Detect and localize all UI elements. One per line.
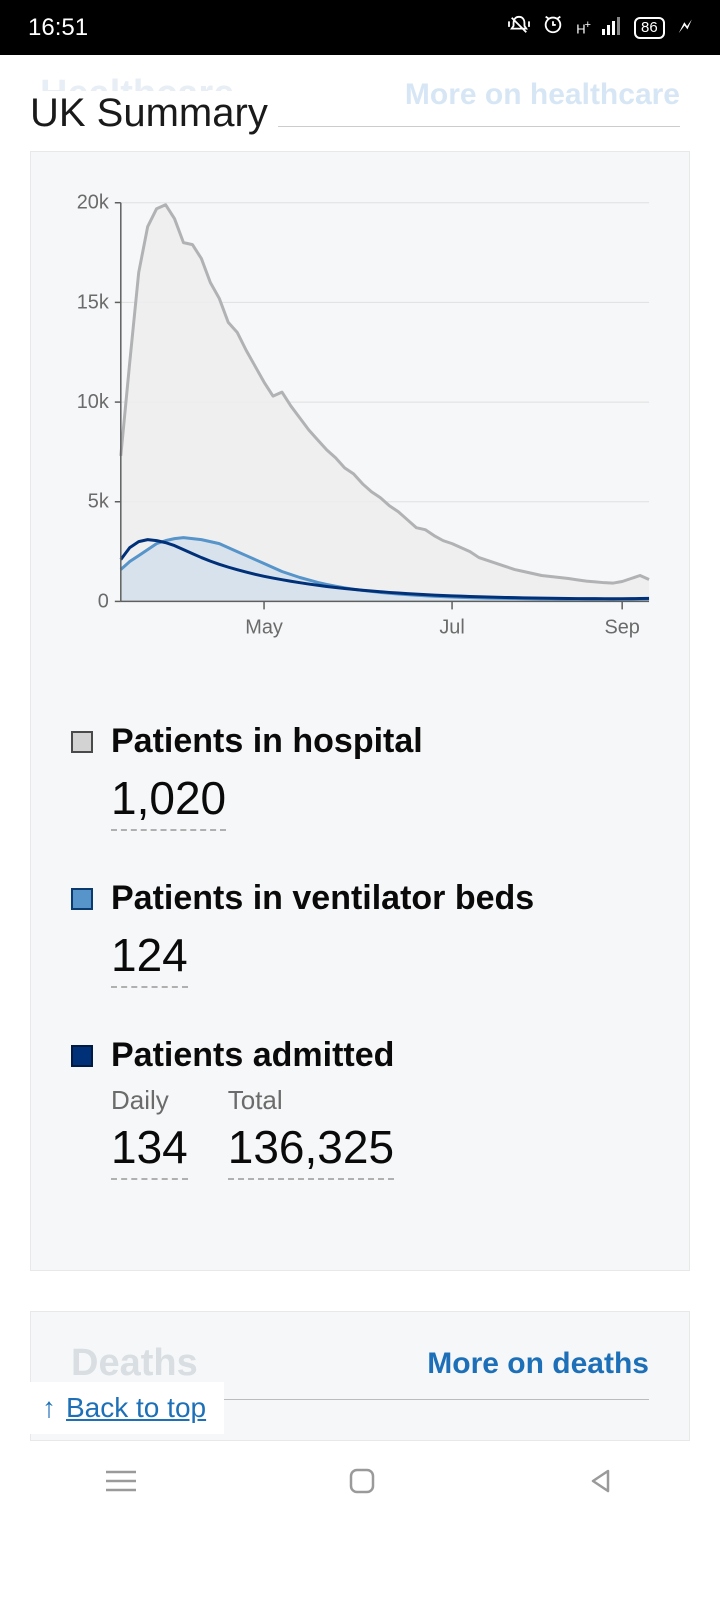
legend-swatch: [71, 731, 93, 753]
metric-label: Patients in ventilator beds: [111, 879, 534, 918]
alarm-icon: [542, 13, 564, 42]
svg-text:15k: 15k: [77, 291, 109, 313]
android-nav-bar: [0, 1444, 720, 1522]
metric-value: 1,020: [111, 771, 226, 831]
page-title: UK Summary: [30, 91, 278, 136]
metric-block: Patients admitted Daily 134 Total 136,325: [71, 1036, 659, 1180]
metrics-list: Patients in hospital 1,020 Patients in ven…: [31, 682, 689, 1248]
battery-indicator: 86: [634, 17, 665, 39]
metric-block: Patients in ventilator beds 124: [71, 879, 659, 988]
status-bar: 16:51 H+ 86 🗲: [0, 0, 720, 55]
legend-swatch: [71, 888, 93, 910]
svg-text:5k: 5k: [88, 491, 109, 513]
status-time: 16:51: [28, 14, 88, 42]
metric-value: 134: [111, 1120, 188, 1180]
svg-text:Sep: Sep: [604, 616, 639, 638]
chart-container: 0 5k 10k 15k 20k May Jul Sep: [31, 152, 689, 682]
svg-text:0: 0: [98, 590, 109, 612]
status-icons: H+ 86 🗲: [508, 13, 692, 42]
metric-value: 124: [111, 928, 188, 988]
metric-sublabel: Daily: [111, 1085, 188, 1116]
back-to-top-button[interactable]: ↑ Back to top: [30, 1382, 224, 1434]
signal-icon: [602, 14, 622, 42]
metric-block: Patients in hospital 1,020: [71, 722, 659, 831]
vibrate-icon: [508, 14, 530, 42]
arrow-up-icon: ↑: [42, 1392, 56, 1424]
metric-label: Patients in hospital: [111, 722, 423, 761]
healthcare-chart: 0 5k 10k 15k 20k May Jul Sep: [61, 192, 659, 662]
recent-apps-icon[interactable]: [106, 1469, 136, 1498]
legend-swatch: [71, 1045, 93, 1067]
svg-text:10k: 10k: [77, 391, 109, 413]
section-link-faded[interactable]: More on healthcare: [405, 78, 680, 112]
svg-text:Jul: Jul: [439, 616, 464, 638]
healthcare-card: 0 5k 10k 15k 20k May Jul Sep Patients in hospit…: [30, 151, 690, 1271]
deaths-title-faded: Deaths: [71, 1342, 198, 1385]
back-icon[interactable]: [588, 1468, 614, 1499]
deaths-more-link[interactable]: More on deaths: [427, 1347, 649, 1381]
network-label: H+: [576, 19, 590, 36]
charging-icon: 🗲: [679, 16, 692, 39]
home-icon[interactable]: [349, 1468, 375, 1499]
metric-value: 136,325: [228, 1120, 394, 1180]
metric-sublabel: Total: [228, 1085, 394, 1116]
metric-label: Patients admitted: [111, 1036, 394, 1075]
page-content: Healthcare More on healthcare UK Summary…: [0, 55, 720, 1522]
svg-text:May: May: [245, 616, 283, 638]
back-to-top-label: Back to top: [66, 1392, 206, 1424]
svg-text:20k: 20k: [77, 192, 109, 214]
